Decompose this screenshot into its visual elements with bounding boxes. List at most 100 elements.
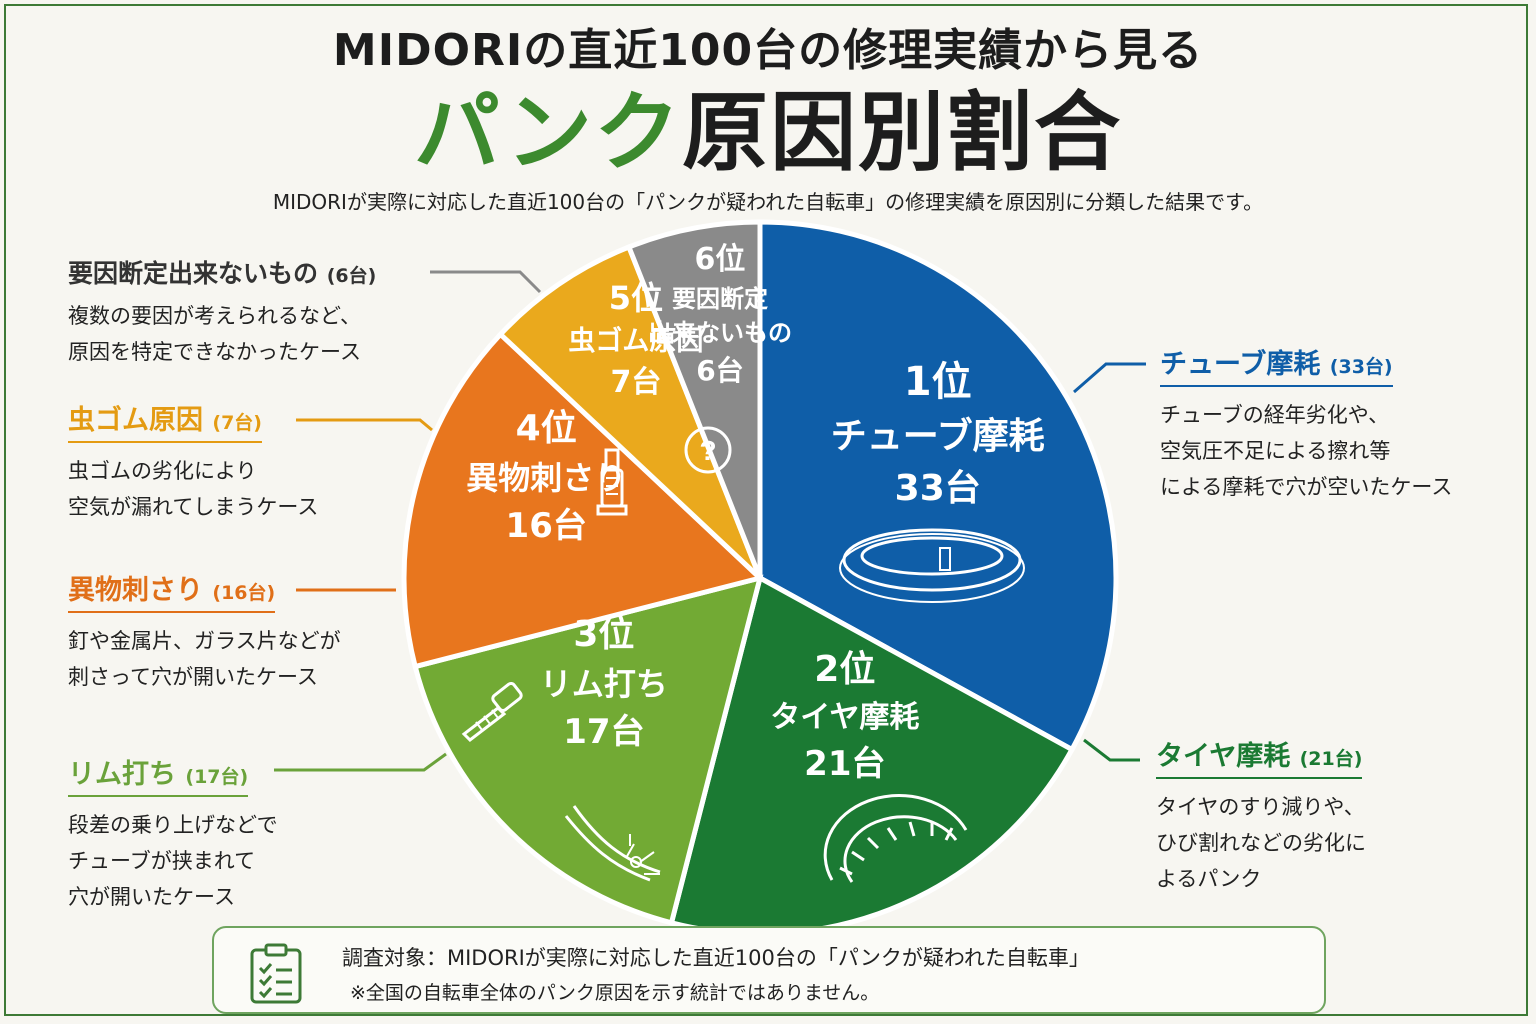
- callout-valve-count: (7台): [212, 412, 262, 434]
- callout-unknown: 要因断定出来ないもの (6台) 複数の要因が考えられるなど、 原因を特定できなか…: [68, 254, 376, 370]
- slice-rank: 4位: [515, 408, 577, 450]
- slice-name: タイヤ摩耗: [770, 700, 920, 736]
- callout-foreign-count: (16台): [212, 582, 276, 604]
- slice-name: リム打ち: [539, 665, 668, 704]
- pie-slice-unknown: [625, 219, 763, 579]
- callout-tube-count: (33台): [1329, 356, 1393, 378]
- callout-tube-title: チューブ摩耗 (33台): [1160, 342, 1393, 387]
- callout-foreign-name: 異物刺さり: [68, 575, 203, 606]
- slice-rank: 1位: [903, 358, 972, 405]
- slice-count: 33台: [894, 468, 981, 510]
- slice-icons: ?: [461, 426, 1025, 883]
- slice-name: 要因断定: [671, 284, 768, 313]
- slice-name: 異物刺さり: [466, 459, 627, 498]
- subtitle: MIDORIが実際に対応した直近100台の「パンクが疑われた自転車」の修理実績を…: [272, 190, 1264, 214]
- callout-foreign-object: 異物刺さり (16台) 釘や金属片、ガラス片などが 刺さって穴が開いたケース: [68, 568, 341, 695]
- callout-rim-title: リム打ち (17台): [68, 752, 249, 797]
- callout-tire-desc-line: よるパンク: [1156, 867, 1262, 891]
- callout-tube-wear: チューブ摩耗 (33台) チューブの経年劣化や、 空気圧不足による擦れ等 による…: [1160, 342, 1452, 505]
- question-icon: ?: [684, 426, 732, 474]
- callout-rim-desc-line: 段差の乗り上げなどで: [68, 813, 278, 837]
- slice-count: 21台: [804, 743, 886, 784]
- callout-tire-count: (21台): [1299, 748, 1363, 770]
- callout-foreign-desc-line: 刺さって穴が開いたケース: [68, 665, 318, 689]
- title-main: 原因別割合: [682, 83, 1123, 183]
- slice-count: 6台: [696, 354, 744, 388]
- slice-count: 7台: [610, 364, 662, 400]
- callout-tube-desc: チューブの経年劣化や、 空気圧不足による擦れ等 による摩耗で穴が空いたケース: [1160, 397, 1452, 505]
- slice-rank: 2位: [814, 649, 876, 691]
- leader-tube: [1073, 362, 1146, 394]
- pie-slice-foreign-object: [401, 330, 766, 670]
- slice-label-rim-strike: 3位リム打ち 17台: [540, 609, 668, 757]
- title-line-2: パンク原因別割合: [0, 78, 1536, 188]
- callout-valve-title: 虫ゴム原因 (7台): [68, 398, 262, 443]
- callout-tube-desc-line: 空気圧不足による擦れ等: [1160, 439, 1391, 463]
- callout-valve-name: 虫ゴム原因: [68, 405, 203, 436]
- leader-lines: [274, 270, 1146, 772]
- callout-unknown-desc-line: 原因を特定できなかったケース: [68, 340, 361, 364]
- slice-rank: 6位: [694, 242, 746, 278]
- slice-label-tube-wear: 1位チューブ摩耗 33台: [831, 353, 1045, 515]
- tube-icon: [839, 528, 1025, 603]
- callout-foreign-desc: 釘や金属片、ガラス片などが 刺さって穴が開いたケース: [68, 623, 341, 695]
- clipboard-checklist-icon: [250, 943, 302, 1004]
- pie-slice-tube-wear: [757, 219, 1119, 753]
- slice-label-foreign-object: 4位異物刺さり 16台: [466, 403, 626, 551]
- callout-valve-desc-line: 虫ゴムの劣化により: [68, 459, 257, 483]
- callout-rim-desc-line: 穴が開いたケース: [68, 885, 235, 909]
- slice-name: チューブ摩耗: [830, 415, 1045, 457]
- leader-valve: [296, 418, 433, 432]
- callout-foreign-desc-line: 釘や金属片、ガラス片などが: [68, 629, 341, 653]
- page-frame: [4, 4, 1528, 1016]
- slice-count: 17台: [563, 711, 645, 752]
- slice-label-tire-wear: 2位タイヤ摩耗 21台: [770, 644, 919, 789]
- slice-rank: 3位: [573, 614, 635, 656]
- callout-unknown-name: 要因断定出来ないもの: [68, 259, 319, 288]
- leader-tire: [1083, 738, 1140, 762]
- callout-unknown-desc: 複数の要因が考えられるなど、 原因を特定できなかったケース: [68, 298, 376, 370]
- callout-rim-desc-line: チューブが挟まれて: [68, 849, 256, 873]
- callout-rim-name: リム打ち: [68, 759, 176, 790]
- callout-valve-desc-line: 空気が漏れてしまうケース: [68, 495, 319, 519]
- callout-unknown-title: 要因断定出来ないもの (6台): [68, 254, 376, 294]
- callout-tube-desc-line: チューブの経年劣化や、: [1160, 403, 1390, 427]
- title-highlight: パンク: [413, 83, 683, 183]
- callout-tire-title: タイヤ摩耗 (21台): [1156, 734, 1363, 779]
- svg-text:?: ?: [699, 435, 716, 466]
- tire-icon: [823, 794, 968, 883]
- slice-rank: 5位: [608, 279, 664, 318]
- callout-unknown-count: (6台): [326, 265, 377, 287]
- callout-rim-desc: 段差の乗り上げなどで チューブが挟まれて 穴が開いたケース: [68, 807, 278, 915]
- callout-tire-desc-line: ひび割れなどの劣化に: [1156, 831, 1366, 855]
- pie-slices: [401, 219, 1119, 937]
- note-line-2: ※全国の自転車全体のパンク原因を示す統計ではありません。: [350, 982, 880, 1004]
- callout-tire-wear: タイヤ摩耗 (21台) タイヤのすり減りや、 ひび割れなどの劣化に よるパンク: [1156, 734, 1366, 897]
- slice-count: 16台: [505, 505, 587, 546]
- callout-valve-desc: 虫ゴムの劣化により 空気が漏れてしまうケース: [68, 453, 318, 525]
- callout-tube-desc-line: による摩耗で穴が空いたケース: [1160, 475, 1453, 499]
- callout-valve-rubber: 虫ゴム原因 (7台) 虫ゴムの劣化により 空気が漏れてしまうケース: [68, 398, 318, 525]
- callout-tube-name: チューブ摩耗: [1160, 349, 1321, 380]
- rim-impact-icon: [564, 805, 661, 882]
- callout-rim-count: (17台): [185, 766, 249, 788]
- callout-tire-name: タイヤ摩耗: [1156, 741, 1291, 772]
- callout-tire-desc-line: タイヤのすり減りや、: [1156, 795, 1365, 819]
- screw-icon: [461, 682, 523, 742]
- leader-rim: [274, 752, 447, 772]
- slice-name: 出来ないもの: [647, 319, 792, 348]
- slice-name: 虫ゴム原因: [568, 325, 704, 357]
- note-line-1: 調査対象：MIDORIが実際に対応した直近100台の「パンクが疑われた自転車」: [342, 946, 1090, 970]
- leader-unknown: [430, 270, 542, 294]
- pie-slice-valve-rubber: [496, 243, 763, 580]
- callout-tire-desc: タイヤのすり減りや、 ひび割れなどの劣化に よるパンク: [1156, 789, 1366, 897]
- survey-note: 調査対象：MIDORIが実際に対応した直近100台の「パンクが疑われた自転車」 …: [212, 926, 1326, 1014]
- pie-slice-rim-strike: [412, 574, 764, 926]
- callout-unknown-desc-line: 複数の要因が考えられるなど、: [68, 304, 361, 328]
- callout-rim-strike: リム打ち (17台) 段差の乗り上げなどで チューブが挟まれて 穴が開いたケース: [68, 752, 278, 915]
- title-line-1: MIDORIの直近100台の修理実績から見る: [332, 25, 1204, 76]
- slice-label-valve-rubber: 5位虫ゴム原因 7台: [568, 275, 703, 404]
- valve-icon: [596, 448, 628, 516]
- slice-label-unknown: 6位要因断定出来ないもの 6台: [648, 238, 792, 392]
